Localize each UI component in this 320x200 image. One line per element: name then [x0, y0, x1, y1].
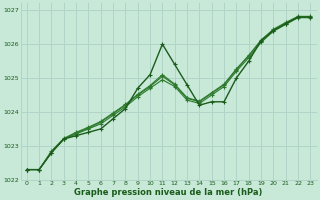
- X-axis label: Graphe pression niveau de la mer (hPa): Graphe pression niveau de la mer (hPa): [74, 188, 263, 197]
